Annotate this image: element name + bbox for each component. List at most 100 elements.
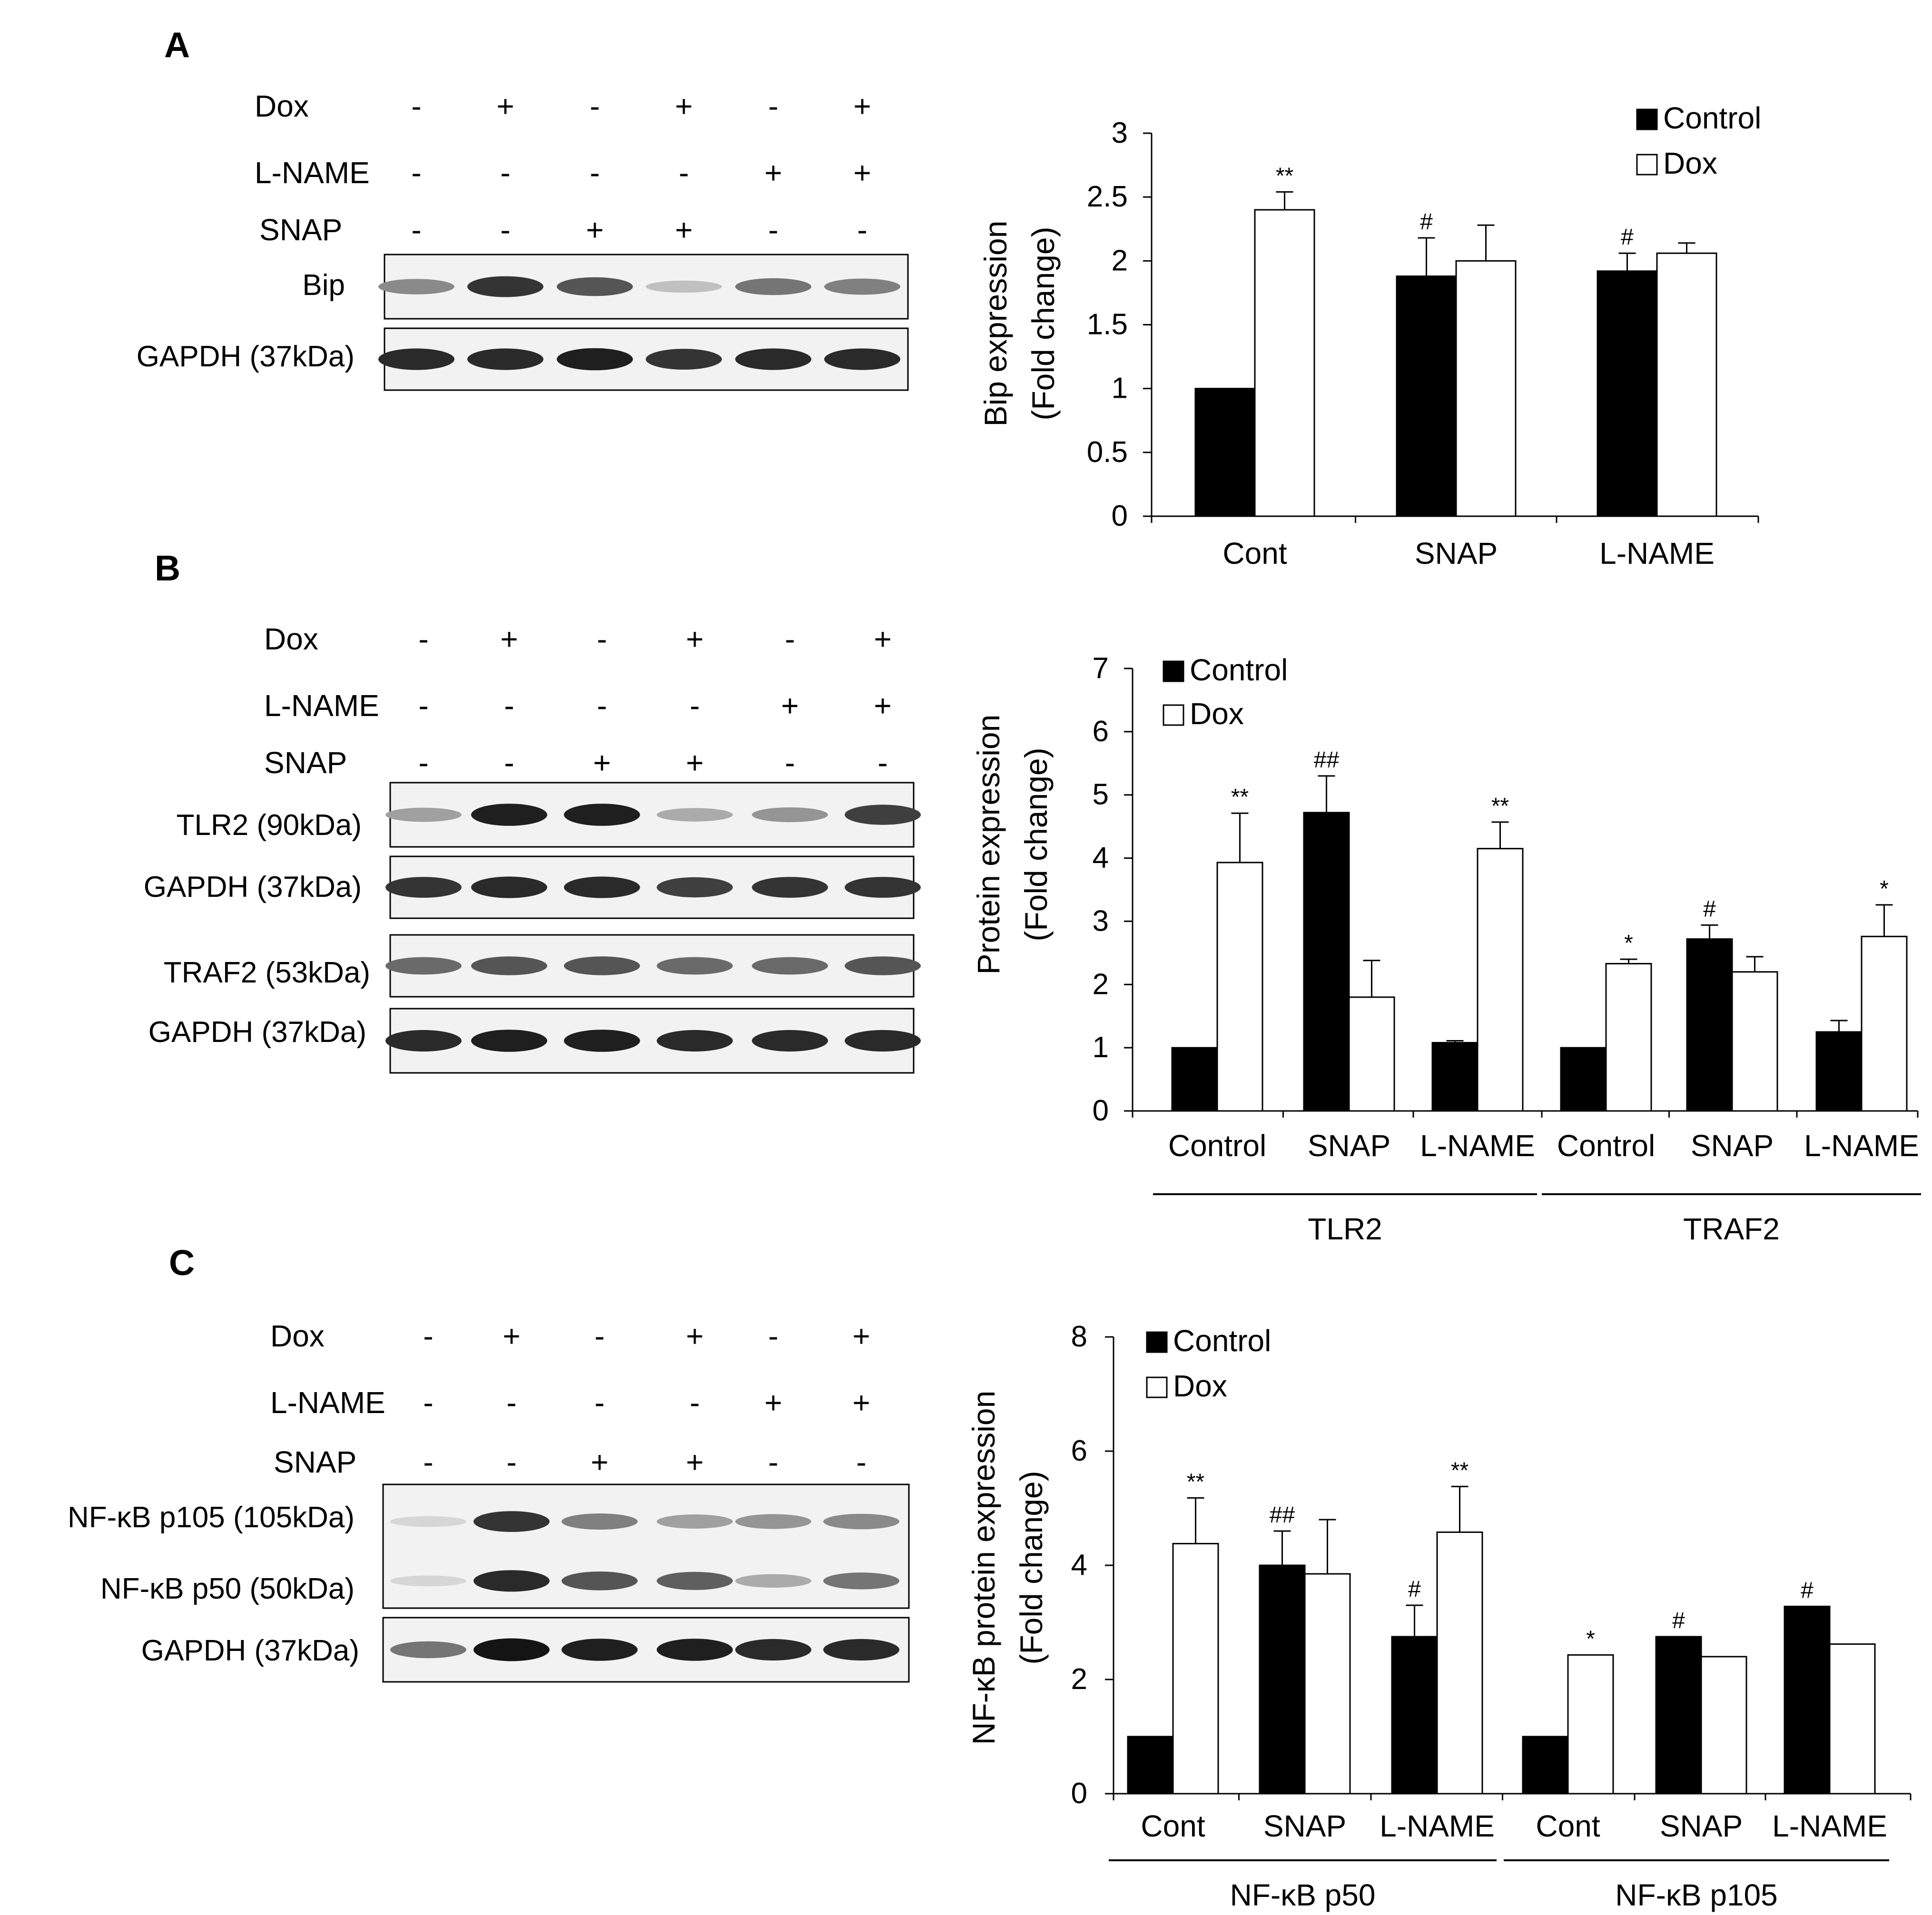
- y-tick-label: 8: [1071, 1320, 1087, 1353]
- blot-band: [845, 1030, 921, 1052]
- band-label: NF-κB p50 (50kDa): [100, 1572, 355, 1605]
- blot-band: [557, 277, 633, 296]
- x-tick-label: L-NAME: [1804, 1129, 1919, 1163]
- bar-dox-0: [1172, 1542, 1219, 1795]
- blot-band: [845, 805, 921, 825]
- x-tick-label: L-NAME: [1599, 536, 1715, 570]
- x-tick-label: SNAP: [1263, 1809, 1346, 1843]
- band-label: GAPDH (37kDa): [144, 871, 362, 903]
- treatment-label: Dox: [264, 622, 318, 656]
- bar-dox-1: [1348, 996, 1395, 1112]
- significance-mark: **: [1491, 794, 1509, 819]
- blot-band: [467, 276, 543, 297]
- group-label: NF-κB p50: [1230, 1878, 1376, 1912]
- blot-band: [657, 957, 733, 975]
- blot-band: [378, 348, 454, 370]
- treatment-sign: -: [857, 213, 867, 247]
- x-tick-label: SNAP: [1660, 1809, 1743, 1843]
- treatment-sign: +: [686, 746, 703, 780]
- significance-mark: *: [1624, 931, 1633, 956]
- legend-swatch: [1163, 704, 1184, 726]
- blot-band: [823, 1572, 899, 1590]
- blot-band: [564, 956, 640, 975]
- treatment-sign: +: [764, 156, 782, 190]
- y-tick-label: 2: [1071, 1663, 1087, 1696]
- chart-3: 0 2 4 6 8 NF-κB protein expression (Fold chang…: [966, 1320, 1912, 1912]
- treatment-sign: -: [423, 1385, 433, 1420]
- group-label: TLR2: [1308, 1212, 1382, 1246]
- significance-mark: *: [1880, 876, 1889, 902]
- y-axis-label: NF-κB protein expression: [966, 1391, 1001, 1745]
- blot-band: [752, 1030, 828, 1052]
- blot-band: [657, 1639, 733, 1661]
- treatment-sign: -: [411, 89, 421, 123]
- x-tick-label: Cont: [1536, 1809, 1600, 1843]
- treatment-sign: +: [500, 622, 518, 656]
- treatment-sign: -: [411, 213, 421, 247]
- y-tick-label: 1: [1112, 372, 1128, 405]
- y-axis-label: Protein expression: [971, 715, 1006, 975]
- bar-dox-3: [1567, 1654, 1614, 1795]
- bar-dox-5: [1861, 935, 1908, 1112]
- y-tick-label: 0: [1112, 500, 1128, 532]
- legend-swatch: [1163, 660, 1184, 682]
- significance-mark: **: [1276, 163, 1293, 188]
- bar-control-1: [1303, 812, 1350, 1112]
- legend-swatch: [1146, 1376, 1168, 1398]
- blot-membrane: [382, 1617, 910, 1683]
- blot-band: [564, 804, 640, 826]
- blot-band: [752, 957, 828, 975]
- treatment-sign: +: [874, 688, 891, 723]
- significance-mark: #: [1621, 225, 1634, 250]
- blot-band: [735, 1514, 811, 1529]
- significance-mark: *: [1586, 1626, 1595, 1651]
- bar-control-3: [1560, 1047, 1607, 1112]
- x-tick-label: L-NAME: [1380, 1809, 1495, 1843]
- blot-band: [657, 877, 733, 898]
- blot-band: [467, 348, 543, 370]
- bar-dox-5: [1829, 1643, 1876, 1795]
- treatment-sign: -: [690, 1385, 700, 1420]
- treatment-sign: -: [418, 622, 428, 656]
- y-tick-label: 4: [1093, 842, 1109, 874]
- blot-band: [562, 1513, 638, 1530]
- y-tick-label: 0: [1093, 1094, 1109, 1127]
- treatment-sign: -: [597, 622, 607, 656]
- band-label: GAPDH (37kDa): [137, 340, 355, 373]
- panel-a: A Dox - + - + - + L-NAME - - - - + + SNAP - - + + - - Bip GAPDH…: [137, 25, 909, 391]
- band-label: GAPDH (37kDa): [148, 1016, 366, 1049]
- bar-control-1: [1259, 1564, 1306, 1795]
- treatment-sign: +: [853, 156, 871, 190]
- blot-band: [557, 348, 633, 371]
- treatment-sign: -: [785, 622, 795, 656]
- x-tick-label: L-NAME: [1420, 1129, 1535, 1163]
- blot-membrane: [389, 1008, 915, 1074]
- blot-band: [564, 1030, 640, 1052]
- treatment-label: SNAP: [264, 746, 347, 780]
- treatment-sign: -: [590, 89, 600, 123]
- bar-control-0: [1171, 1047, 1218, 1112]
- bar-control-0: [1127, 1736, 1174, 1795]
- bar-control-2: [1391, 1636, 1438, 1795]
- y-tick-label: 6: [1071, 1434, 1087, 1467]
- blot-band: [657, 808, 733, 822]
- bar-control-2: [1431, 1042, 1479, 1112]
- blot-band: [752, 807, 828, 823]
- x-tick-label: Control: [1168, 1129, 1266, 1163]
- treatment-sign: -: [768, 89, 778, 123]
- legend-swatch: [1146, 1331, 1168, 1353]
- legend-swatch: [1636, 108, 1658, 130]
- treatment-sign: -: [423, 1445, 433, 1479]
- bar-control-5: [1784, 1605, 1831, 1795]
- x-tick-label: Control: [1557, 1129, 1655, 1163]
- treatment-label: Dox: [255, 89, 309, 123]
- y-tick-label: 1.5: [1087, 308, 1128, 341]
- bar-control-0: [1194, 388, 1256, 517]
- blot-band: [471, 876, 547, 898]
- x-tick-label: SNAP: [1691, 1129, 1774, 1163]
- panel-letter: A: [164, 25, 190, 65]
- group-label: NF-κB p105: [1615, 1878, 1777, 1912]
- bar-dox-1: [1304, 1573, 1351, 1795]
- panel-letter: C: [169, 1243, 195, 1283]
- x-tick-label: SNAP: [1308, 1129, 1390, 1163]
